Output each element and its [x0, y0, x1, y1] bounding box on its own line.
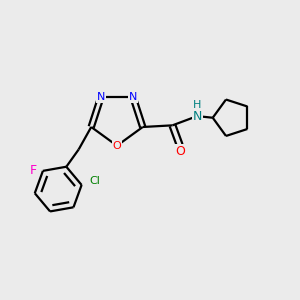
Text: H: H	[193, 100, 201, 110]
Text: O: O	[175, 145, 185, 158]
Text: O: O	[112, 141, 122, 151]
Text: N: N	[193, 110, 202, 123]
Text: Cl: Cl	[89, 176, 100, 186]
Text: N: N	[97, 92, 105, 102]
Text: F: F	[29, 164, 37, 177]
Text: N: N	[129, 92, 137, 102]
